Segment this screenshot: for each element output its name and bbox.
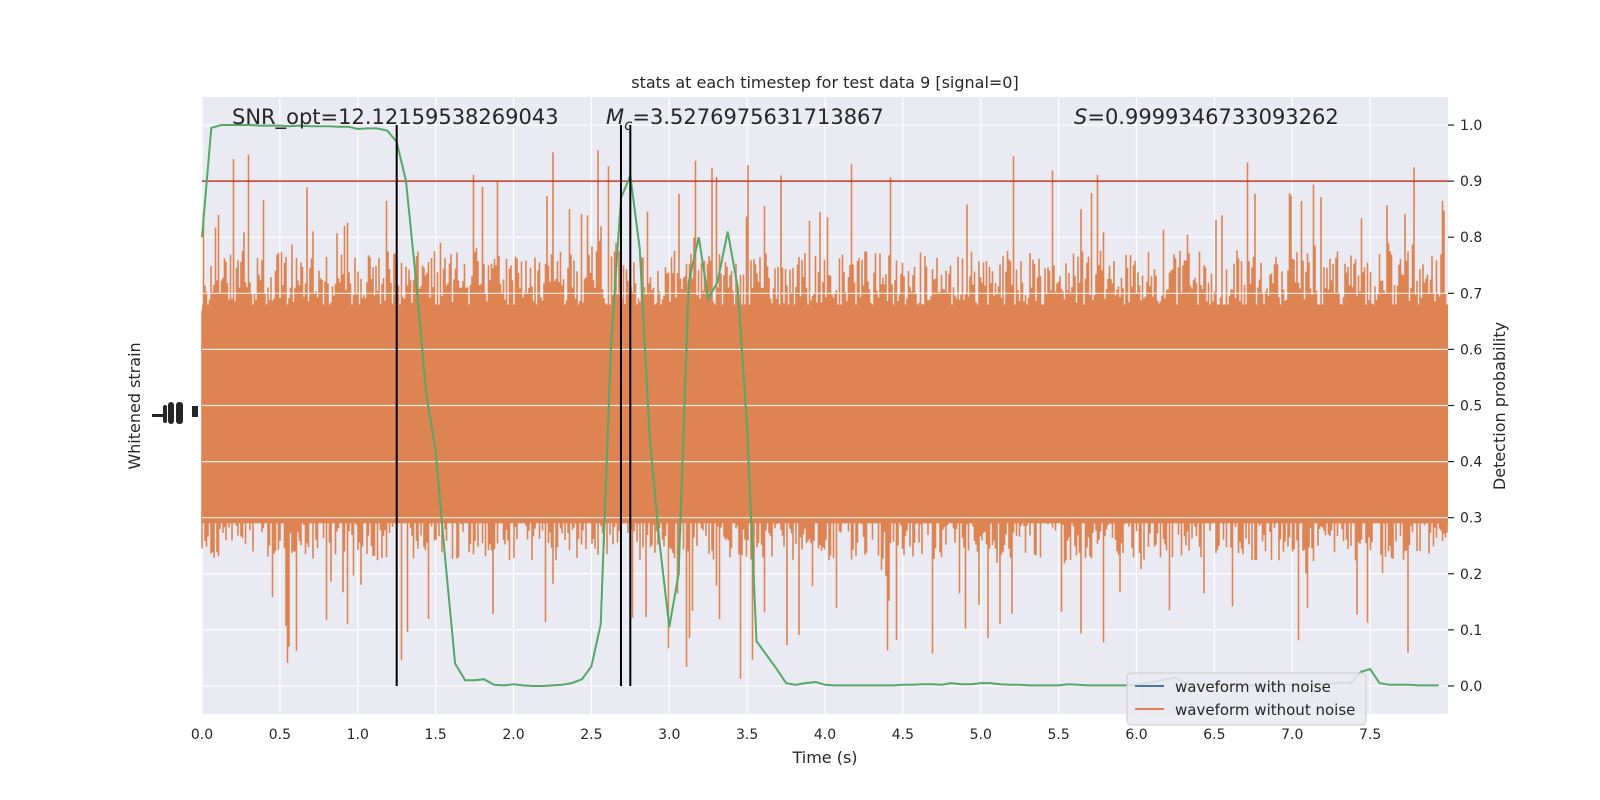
legend-label-with-noise: waveform with noise — [1175, 678, 1331, 696]
y-tick-label: 0.0 — [1460, 679, 1482, 695]
noise-waveform-core — [202, 304, 1448, 524]
x-tick-label: 3.0 — [658, 727, 680, 743]
chirp-mass-symbol: M — [606, 105, 624, 129]
x-tick-label: 0.0 — [191, 727, 213, 743]
significance-symbol: S — [1074, 105, 1087, 129]
y-tick-label: 0.5 — [1460, 399, 1482, 415]
y-tick-labels-right: 0.0 0.1 0.2 0.3 0.4 0.5 0.6 0.7 0.8 0.9 1.0 — [1448, 118, 1482, 695]
x-tick-label: 4.0 — [814, 727, 836, 743]
waveform-without-noise-series — [201, 150, 1448, 679]
x-tick-labels: 0.0 0.5 1.0 1.5 2.0 2.5 3.0 3.5 4.0 4.5 5.0 5.5 6.0 6… — [191, 727, 1381, 743]
y-axis-label-right: Detection probability — [1490, 322, 1509, 490]
vertical-markers — [395, 125, 632, 686]
y-tick-label: 0.3 — [1460, 511, 1482, 527]
y-tick-label: 0.8 — [1460, 230, 1482, 246]
x-tick-label: 6.5 — [1203, 727, 1225, 743]
legend-label-without-noise: waveform without noise — [1175, 701, 1355, 719]
x-tick-label: 7.0 — [1281, 727, 1303, 743]
legend-frame — [1126, 672, 1367, 726]
chirp-mass-value: =3.5276975631713867 — [632, 105, 883, 129]
x-tick-label: 1.5 — [424, 727, 446, 743]
chirp-mass-annotation: Mc=3.5276975631713867 — [606, 105, 884, 134]
x-tick-label: 0.5 — [269, 727, 291, 743]
x-tick-label: 4.5 — [892, 727, 914, 743]
y-tick-label: 0.6 — [1460, 342, 1482, 358]
x-tick-label: 2.0 — [502, 727, 524, 743]
x-tick-label: 2.5 — [580, 727, 602, 743]
chart-title: stats at each timestep for test data 9 [… — [631, 73, 1018, 92]
y-axis-label-left: Whitened strain — [125, 342, 144, 469]
y-tick-label: 0.1 — [1460, 623, 1482, 639]
chirp-mass-subscript: c — [624, 116, 633, 134]
x-tick-label: 1.0 — [347, 727, 369, 743]
x-tick-label: 5.0 — [970, 727, 992, 743]
y-tick-label: 0.2 — [1460, 567, 1482, 583]
x-tick-label: 7.5 — [1359, 727, 1381, 743]
y-tick-label: 0.4 — [1460, 455, 1482, 471]
significance-annotation: S=0.9999346733093262 — [1074, 105, 1339, 129]
y-tick-label: 1.0 — [1460, 118, 1482, 134]
snr-annotation: SNR_opt=12.12159538269043 — [232, 105, 559, 130]
x-tick-label: 5.5 — [1047, 727, 1069, 743]
y-tick-label: 0.7 — [1460, 286, 1482, 302]
x-tick-label: 3.5 — [736, 727, 758, 743]
left-axis-tick-blob — [152, 402, 198, 424]
x-tick-label: 6.0 — [1125, 727, 1147, 743]
x-axis-label: Time (s) — [791, 748, 857, 767]
y-tick-label: 0.9 — [1460, 174, 1482, 190]
legend: waveform with noise waveform without noi… — [1126, 672, 1367, 726]
significance-value: =0.9999346733093262 — [1087, 105, 1338, 129]
